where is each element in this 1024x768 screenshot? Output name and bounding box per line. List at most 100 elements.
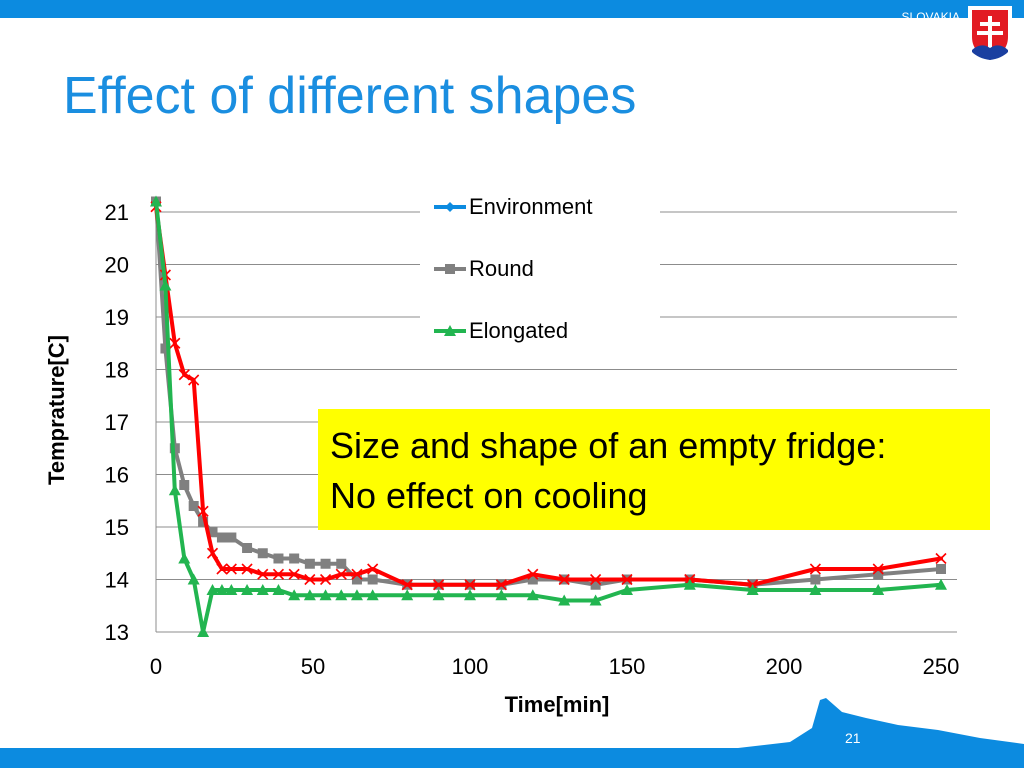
data-point: [242, 543, 253, 553]
data-point: [810, 574, 821, 585]
legend-label: Elongated: [469, 318, 568, 343]
data-point: [464, 589, 476, 601]
data-point: [526, 589, 539, 601]
data-point: [746, 584, 759, 595]
data-point: [935, 552, 947, 565]
data-point: [187, 573, 200, 585]
data-point: [432, 589, 445, 601]
legend-marker: [445, 202, 455, 212]
data-point: [241, 584, 254, 595]
brand-name: SLOVAKIA: [901, 10, 960, 24]
data-point: [273, 553, 284, 564]
y-tick-label: 15: [105, 515, 129, 540]
data-point: [150, 195, 162, 207]
callout-line-1: Size and shape of an empty fridge:: [330, 425, 887, 466]
legend-marker: [445, 264, 455, 274]
data-point: [495, 589, 508, 601]
data-point: [257, 548, 268, 559]
data-point: [464, 579, 476, 591]
x-tick-label: 50: [301, 654, 325, 679]
y-tick-label: 13: [105, 620, 129, 645]
bottom-banner: [0, 748, 1024, 768]
data-point: [621, 573, 633, 586]
data-point: [350, 589, 363, 601]
conclusion-callout: Size and shape of an empty fridge: No ef…: [318, 409, 990, 530]
top-banner: [0, 0, 1024, 18]
data-point: [207, 527, 218, 538]
data-point: [304, 573, 316, 586]
x-tick-label: 100: [452, 654, 489, 679]
data-point: [197, 626, 210, 637]
data-point: [178, 552, 191, 564]
data-point: [241, 563, 253, 575]
data-point: [159, 279, 172, 291]
data-point: [320, 558, 331, 569]
data-point: [809, 563, 821, 575]
data-point: [226, 532, 237, 543]
y-tick-label: 17: [105, 410, 129, 435]
y-tick-label: 14: [105, 568, 129, 593]
data-point: [272, 584, 285, 595]
data-point: [351, 568, 363, 580]
data-point: [527, 568, 539, 580]
data-point: [873, 569, 884, 580]
data-point: [367, 574, 378, 585]
data-point: [206, 547, 219, 559]
brand-event: IYPT '13: [922, 24, 960, 35]
x-tick-label: 0: [150, 654, 162, 679]
data-point: [169, 337, 181, 349]
legend-label: Environment: [469, 194, 593, 219]
data-point: [558, 594, 571, 606]
data-point: [256, 584, 269, 595]
data-point: [336, 558, 347, 569]
data-point: [495, 579, 507, 591]
data-point: [288, 589, 301, 601]
data-point: [590, 579, 601, 590]
slovak-coat-of-arms-icon: [968, 6, 1012, 65]
legend-marker: [444, 325, 456, 336]
data-point: [225, 584, 238, 595]
x-tick-label: 250: [923, 654, 960, 679]
brand-text: SLOVAKIA IYPT '13: [902, 10, 960, 36]
data-point: [198, 516, 209, 527]
slide-title: Effect of different shapes: [63, 67, 637, 125]
x-tick-label: 200: [766, 654, 803, 679]
data-point: [558, 573, 570, 586]
y-tick-label: 20: [105, 253, 129, 278]
data-point: [366, 589, 379, 601]
data-point: [188, 501, 199, 511]
callout-line-2: No effect on cooling: [330, 475, 648, 516]
data-point: [589, 594, 602, 606]
data-point: [335, 568, 347, 580]
data-point: [216, 563, 228, 575]
data-point: [179, 480, 190, 490]
data-point: [303, 589, 316, 601]
data-point: [401, 589, 414, 601]
data-point: [319, 589, 332, 601]
data-point: [319, 573, 332, 586]
data-point: [872, 584, 885, 595]
data-point: [272, 568, 285, 580]
data-point: [433, 579, 445, 591]
data-point: [351, 574, 362, 585]
data-point: [168, 484, 181, 496]
y-tick-label: 19: [105, 305, 129, 330]
data-point: [178, 369, 190, 381]
data-point: [809, 584, 822, 595]
data-point: [225, 563, 237, 575]
data-point: [872, 563, 884, 575]
y-axis-label: Temprature[C]: [44, 335, 69, 485]
data-point: [288, 568, 300, 580]
data-point: [197, 505, 209, 517]
x-axis-label: Time[min]: [505, 692, 610, 717]
series-unlabeled: [150, 201, 947, 591]
data-point: [936, 564, 946, 574]
data-point: [683, 578, 696, 590]
data-point: [401, 579, 413, 591]
data-point: [367, 563, 379, 575]
x-tick-label: 150: [609, 654, 646, 679]
y-tick-label: 18: [105, 358, 129, 383]
data-point: [289, 553, 300, 564]
